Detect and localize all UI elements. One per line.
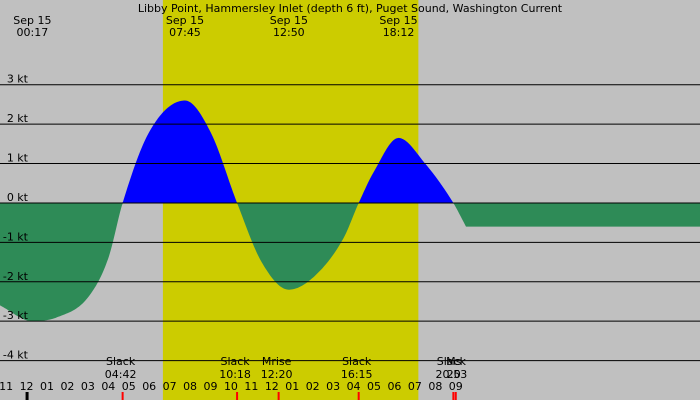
x-tick-label: 12 — [265, 380, 279, 393]
top-event-date: Sep 15 — [13, 14, 51, 27]
top-event-time: 12:50 — [273, 26, 305, 39]
x-tick-label: 06 — [387, 380, 401, 393]
bottom-event-time: 16:15 — [341, 368, 373, 381]
bottom-event-time: 04:42 — [105, 368, 137, 381]
gridlines — [0, 84, 700, 362]
flood-current-area — [0, 100, 700, 203]
y-tick-label: 2 kt — [7, 112, 29, 125]
midnight-marker — [25, 392, 29, 400]
bottom-event-time: 20 — [447, 368, 461, 381]
bottom-event-label: Slack — [220, 355, 250, 368]
top-event-date: Sep 15 — [166, 14, 204, 27]
event-marker — [452, 392, 455, 400]
x-tick-label: 02 — [306, 380, 320, 393]
y-tick-label: -1 kt — [3, 230, 29, 243]
bottom-event-label: Mrise — [262, 355, 292, 368]
x-tick-label: 07 — [408, 380, 422, 393]
x-tick-label: 09 — [204, 380, 218, 393]
x-tick-label: 05 — [367, 380, 381, 393]
bottom-event-label: Slack — [342, 355, 372, 368]
y-tick-label: -4 kt — [3, 349, 29, 362]
x-tick-label: 12 — [20, 380, 34, 393]
bottom-event-labels: Slack04:42Slack10:18Mrise12:20Slack16:15… — [105, 355, 467, 400]
event-marker — [357, 392, 360, 400]
x-tick-label: 03 — [326, 380, 340, 393]
y-tick-label: -2 kt — [3, 270, 29, 283]
top-event-time: 00:17 — [17, 26, 49, 39]
bottom-event-time: 10:18 — [219, 368, 251, 381]
x-tick-label: 11 — [0, 380, 13, 393]
bottom-event-time: 12:20 — [261, 368, 293, 381]
x-tick-label: 05 — [122, 380, 136, 393]
x-tick-label: 04 — [101, 380, 115, 393]
x-tick-label: 08 — [428, 380, 442, 393]
x-tick-label: 03 — [81, 380, 95, 393]
y-axis-labels: 3 kt 2 kt 1 kt 0 kt -1 kt -2 kt -3 kt -4 kt — [3, 73, 29, 362]
x-tick-label: 10 — [224, 380, 238, 393]
ebb-current-area — [0, 203, 700, 322]
x-tick-label: 01 — [40, 380, 54, 393]
top-event-date: Sep 15 — [270, 14, 308, 27]
y-tick-label: 1 kt — [7, 152, 29, 165]
y-tick-label: -3 kt — [3, 309, 29, 322]
bottom-event-label: Slack — [437, 355, 467, 368]
top-event-date: Sep 15 — [379, 14, 417, 27]
bottom-event-label: Ms — [446, 355, 461, 368]
x-tick-label: 02 — [60, 380, 74, 393]
event-marker — [277, 392, 280, 400]
x-tick-label: 04 — [347, 380, 361, 393]
x-tick-label: 07 — [163, 380, 177, 393]
event-marker — [454, 392, 457, 400]
top-event-time: 07:45 — [169, 26, 201, 39]
chart-title: Libby Point, Hammersley Inlet (depth 6 f… — [138, 2, 563, 15]
x-tick-label: 11 — [244, 380, 258, 393]
x-tick-label: 06 — [142, 380, 156, 393]
top-event-time: 18:12 — [383, 26, 415, 39]
x-tick-label: 01 — [285, 380, 299, 393]
x-axis: 11 12 01 02 03 04 05 06 07 08 09 10 11 12 01 02 03 04 05 06… — [0, 380, 463, 400]
bottom-event-time: 20:53 — [436, 368, 468, 381]
event-marker — [236, 392, 239, 400]
x-tick-label: 09 — [449, 380, 463, 393]
y-tick-label: 3 kt — [7, 73, 29, 86]
event-marker — [121, 392, 124, 400]
y-tick-label: 0 kt — [7, 191, 29, 204]
bottom-event-label: Slack — [106, 355, 136, 368]
x-tick-label: 08 — [183, 380, 197, 393]
